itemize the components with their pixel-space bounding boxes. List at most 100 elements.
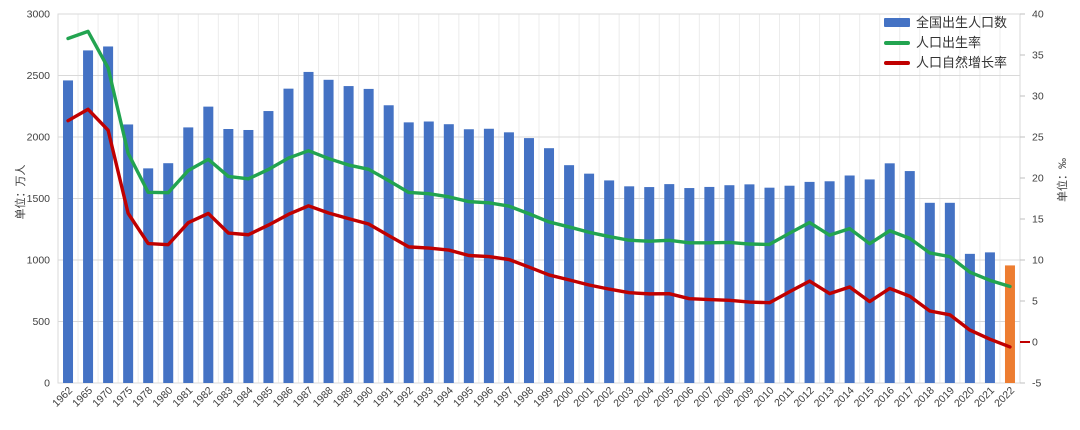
bar-2001 (584, 173, 595, 383)
x-label-2019: 2019 (932, 385, 957, 410)
left-tick-500: 500 (32, 316, 50, 328)
x-label-2018: 2018 (912, 385, 937, 410)
legend-item-births: 全国出生人口数 (884, 15, 1007, 30)
legend-green-line-swatch-icon (884, 40, 910, 45)
legend-bar-swatch-icon (884, 18, 910, 27)
bar-2019 (944, 202, 955, 383)
x-label-1998: 1998 (511, 385, 536, 410)
x-label-1980: 1980 (150, 385, 175, 410)
bar-1987 (303, 71, 314, 384)
bar-2017 (904, 171, 915, 383)
x-label-2005: 2005 (651, 385, 676, 410)
right-tick-5: 5 (1032, 296, 1038, 308)
x-label-2004: 2004 (631, 385, 656, 410)
x-label-2021: 2021 (972, 385, 997, 410)
x-label-1986: 1986 (271, 385, 296, 410)
x-label-2000: 2000 (551, 385, 576, 410)
x-label-2017: 2017 (892, 385, 917, 410)
bar-1970 (103, 46, 114, 384)
left-axis-tick-labels: 3000 2500 2000 1500 1000 500 0 (27, 9, 51, 390)
bar-2018 (924, 202, 935, 383)
right-tick-20: 20 (1032, 173, 1044, 185)
bar-2000 (564, 165, 575, 383)
left-tick-1000: 1000 (27, 255, 51, 267)
x-label-1985: 1985 (251, 385, 276, 410)
bar-2020 (964, 253, 975, 383)
right-tick-25: 25 (1032, 132, 1044, 144)
x-label-2022: 2022 (992, 385, 1017, 410)
x-label-1995: 1995 (451, 385, 476, 410)
left-axis-unit-label: 单位：万人 (15, 164, 27, 220)
growth-rate-line (66, 107, 1012, 349)
bars-group (63, 46, 1015, 384)
bar-2013 (824, 181, 835, 383)
right-tick-35: 35 (1032, 50, 1044, 62)
legend-item-birth-rate: 人口出生率 (884, 35, 1007, 50)
x-label-1983: 1983 (210, 385, 235, 410)
left-tick-3000: 3000 (27, 9, 51, 21)
bar-2002 (604, 180, 615, 383)
x-label-1987: 1987 (291, 385, 316, 410)
legend-red-line-swatch-icon (884, 60, 910, 65)
bar-1986 (283, 88, 294, 383)
x-label-1984: 1984 (231, 385, 256, 410)
x-label-1965: 1965 (70, 385, 95, 410)
x-label-2001: 2001 (571, 385, 596, 410)
legend-label-birth-rate: 人口出生率 (916, 35, 982, 50)
legend-label-births: 全国出生人口数 (916, 15, 1008, 30)
birth-rate-line (66, 29, 1012, 289)
bar-2006 (684, 188, 695, 383)
bar-1981 (183, 127, 194, 383)
right-axis-tick-labels: 40 35 30 25 20 15 10 5 0 -5 (1020, 9, 1044, 390)
right-tick-0: 0 (1032, 337, 1038, 349)
bar-2003 (624, 186, 635, 383)
x-label-2006: 2006 (671, 385, 696, 410)
bar-1993 (423, 121, 434, 383)
x-label-2010: 2010 (752, 385, 777, 410)
bar-2008 (724, 185, 735, 383)
x-label-1982: 1982 (190, 385, 215, 410)
x-label-2020: 2020 (952, 385, 977, 410)
x-label-1997: 1997 (491, 385, 516, 410)
x-label-1999: 1999 (531, 385, 556, 410)
legend-label-growth-rate: 人口自然增长率 (916, 55, 1008, 70)
x-axis-labels: 1962196519701975197819801981198219831984… (50, 385, 1017, 410)
bar-1980 (163, 163, 174, 383)
bar-2007 (704, 186, 715, 383)
bar-1998 (523, 138, 534, 383)
bar-2014 (844, 175, 855, 383)
bar-2011 (784, 185, 795, 383)
right-axis-unit-label: 单位：‰ (1057, 158, 1069, 202)
x-label-1989: 1989 (331, 385, 356, 410)
bar-1965 (83, 50, 94, 384)
bar-2004 (644, 187, 655, 383)
bar-1989 (343, 86, 354, 383)
bar-2005 (664, 184, 675, 383)
bar-2016 (884, 163, 895, 383)
x-label-1988: 1988 (311, 385, 336, 410)
bar-1978 (143, 168, 154, 383)
bar-2022 (1004, 265, 1015, 383)
x-label-1996: 1996 (471, 385, 496, 410)
legend-item-growth-rate: 人口自然增长率 (884, 55, 1007, 70)
right-tick-10: 10 (1032, 255, 1044, 267)
x-label-2016: 2016 (872, 385, 897, 410)
bar-2021 (984, 252, 995, 383)
bar-2010 (764, 187, 775, 383)
legend: 全国出生人口数 人口出生率 人口自然增长率 (884, 15, 1007, 70)
bar-1984 (243, 129, 254, 383)
bar-1985 (263, 111, 274, 383)
x-label-1981: 1981 (170, 385, 195, 410)
right-tick--5: -5 (1032, 378, 1041, 390)
x-label-2015: 2015 (852, 385, 877, 410)
bar-1991 (383, 105, 394, 384)
bar-1975 (123, 124, 134, 383)
bar-1988 (323, 79, 334, 384)
left-tick-2000: 2000 (27, 132, 51, 144)
x-label-2012: 2012 (792, 385, 817, 410)
x-label-2008: 2008 (712, 385, 737, 410)
bar-1994 (443, 124, 454, 383)
left-tick-2500: 2500 (27, 70, 51, 82)
x-label-2011: 2011 (772, 385, 797, 410)
